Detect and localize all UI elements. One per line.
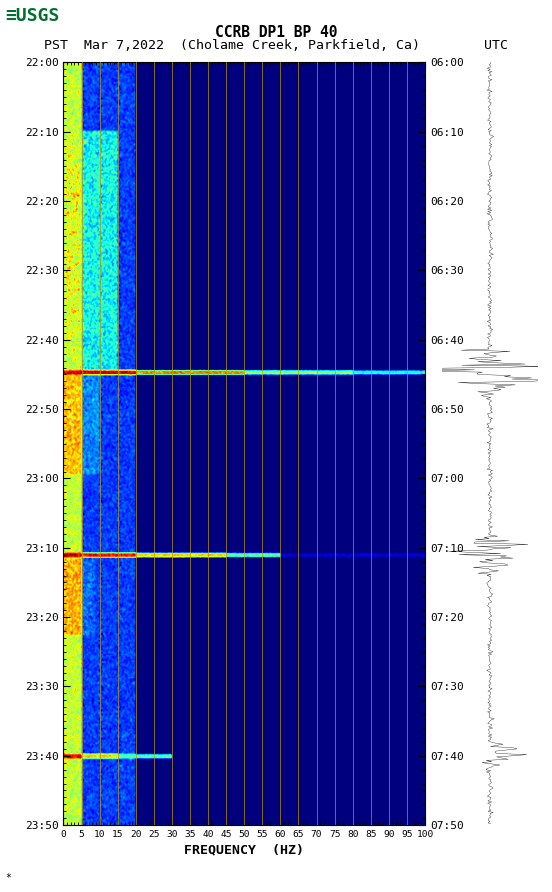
Text: PST  Mar 7,2022  (Cholame Creek, Parkfield, Ca)        UTC: PST Mar 7,2022 (Cholame Creek, Parkfield… — [44, 39, 508, 53]
Text: CCRB DP1 BP 40: CCRB DP1 BP 40 — [215, 25, 337, 40]
Text: ≡USGS: ≡USGS — [6, 6, 60, 25]
X-axis label: FREQUENCY  (HZ): FREQUENCY (HZ) — [184, 843, 304, 856]
Text: *: * — [6, 873, 12, 883]
